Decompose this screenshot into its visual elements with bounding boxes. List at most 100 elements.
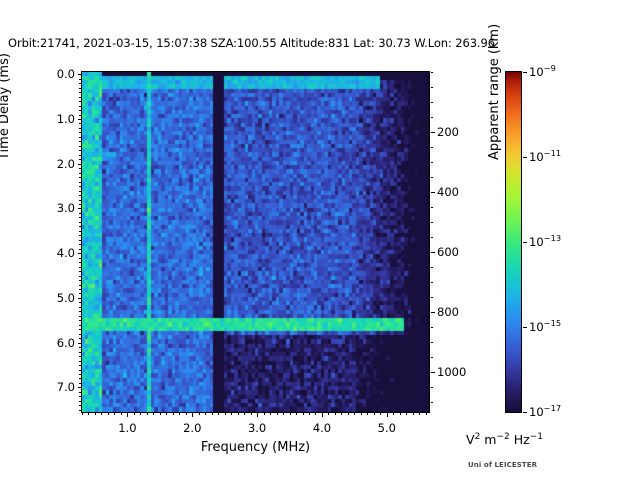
x-tick-major [321, 413, 323, 417]
colorbar-unit-label: V2 m−2 Hz−1 [466, 431, 543, 447]
x-tick-minor [237, 413, 239, 415]
x-tick-minor [289, 413, 291, 415]
y-tick-minor [79, 315, 81, 317]
x-tick-label: 5.0 [377, 421, 396, 435]
y-tick-minor [79, 199, 81, 201]
y2-tick-minor [431, 297, 433, 299]
x-axis-ticks [81, 413, 430, 421]
x-tick-minor [393, 413, 395, 415]
x-tick-label: 2.0 [183, 421, 202, 435]
x-tick-minor [283, 413, 285, 415]
x-tick-minor [425, 413, 427, 415]
y2-tick-minor [431, 267, 433, 269]
x-axis-title: Frequency (MHz) [200, 440, 311, 455]
x-tick-minor [244, 413, 246, 415]
x-tick-label: 4.0 [312, 421, 332, 435]
colorbar-tick-label: 10−9 [529, 63, 556, 79]
y-tick-minor [79, 78, 81, 80]
y-tick-minor [79, 373, 81, 375]
y-tick-minor [79, 275, 81, 277]
y-tick-minor [79, 181, 81, 183]
x-tick-label: 1.0 [118, 421, 137, 435]
y-tick-label: 6.0 [56, 335, 75, 350]
x-tick-minor [146, 413, 148, 415]
x-tick-minor [101, 413, 103, 415]
y-tick-minor [79, 271, 81, 273]
y-axis-tick-labels-left: 0.0 1.0 2.0 3.0 4.0 5.0 6.0 7.0 [33, 67, 75, 413]
y-axis-ticks-right [431, 71, 435, 413]
x-tick-minor [334, 413, 336, 415]
x-tick-minor [328, 413, 330, 415]
y-tick-major [77, 387, 81, 389]
y-tick-minor [79, 302, 81, 304]
colorbar-tick [523, 242, 527, 243]
y-tick-minor [79, 190, 81, 192]
y2-tick-label: 200 [437, 125, 459, 140]
x-tick-minor [347, 413, 349, 415]
colorbar-tick-label: 10−11 [529, 148, 562, 164]
colorbar-tick-label: 10−15 [529, 318, 562, 334]
x-tick-minor [315, 413, 317, 415]
x-tick-minor [94, 413, 96, 415]
y-tick-label: 1.0 [56, 111, 75, 126]
x-tick-minor [198, 413, 200, 415]
y-tick-minor [79, 382, 81, 384]
x-tick-minor [172, 413, 174, 415]
y2-tick-minor [431, 102, 433, 104]
x-tick-minor [211, 413, 213, 415]
y-tick-major [77, 74, 81, 76]
y-tick-minor [79, 195, 81, 197]
y-tick-minor [79, 365, 81, 367]
y-tick-minor [79, 83, 81, 85]
y-tick-minor [79, 280, 81, 282]
colorbar-tick [523, 327, 527, 328]
y-tick-label: 0.0 [56, 67, 75, 82]
y-tick-minor [79, 409, 81, 411]
y-tick-minor [79, 320, 81, 322]
y2-tick-major [431, 252, 435, 254]
y-tick-minor [79, 168, 81, 170]
colorbar-tick-labels: 10−9 10−11 10−13 10−15 10−17 [529, 64, 589, 419]
y-tick-minor [79, 230, 81, 232]
y-axis-tick-labels-right: 200 400 600 800 1000 [437, 71, 483, 413]
y-tick-minor [79, 400, 81, 402]
x-tick-minor [380, 413, 382, 415]
y-tick-minor [79, 288, 81, 290]
x-tick-minor [276, 413, 278, 415]
y2-tick-minor [431, 87, 433, 89]
y-tick-minor [79, 203, 81, 205]
x-tick-minor [185, 413, 187, 415]
y2-tick-minor [431, 72, 433, 73]
y-tick-minor [79, 159, 81, 161]
y-tick-major [77, 208, 81, 210]
colorbar-gradient [506, 72, 521, 412]
x-tick-minor [166, 413, 168, 415]
y-tick-minor [79, 248, 81, 250]
y-tick-minor [79, 172, 81, 174]
x-tick-minor [133, 413, 135, 415]
y-tick-label: 2.0 [56, 156, 75, 171]
y-tick-minor [79, 262, 81, 264]
y-tick-minor [79, 221, 81, 223]
y-tick-minor [79, 396, 81, 398]
colorbar-tick-label: 10−13 [529, 233, 562, 249]
x-tick-minor [179, 413, 181, 415]
x-tick-minor [341, 413, 343, 415]
y2-tick-major [431, 372, 435, 374]
y-tick-minor [79, 114, 81, 116]
y-tick-minor [79, 284, 81, 286]
x-tick-minor [205, 413, 207, 415]
y-tick-minor [79, 369, 81, 371]
y2-tick-label: 400 [437, 185, 459, 200]
y-tick-label: 5.0 [56, 290, 75, 305]
y-tick-minor [79, 145, 81, 147]
colorbar-tick [523, 72, 527, 73]
y-tick-minor [79, 244, 81, 246]
y2-tick-minor [431, 117, 433, 119]
y-tick-minor [79, 141, 81, 143]
x-tick-minor [88, 413, 90, 415]
y-tick-major [77, 253, 81, 255]
colorbar-tick-label: 10−17 [529, 403, 562, 419]
y-tick-minor [79, 150, 81, 152]
